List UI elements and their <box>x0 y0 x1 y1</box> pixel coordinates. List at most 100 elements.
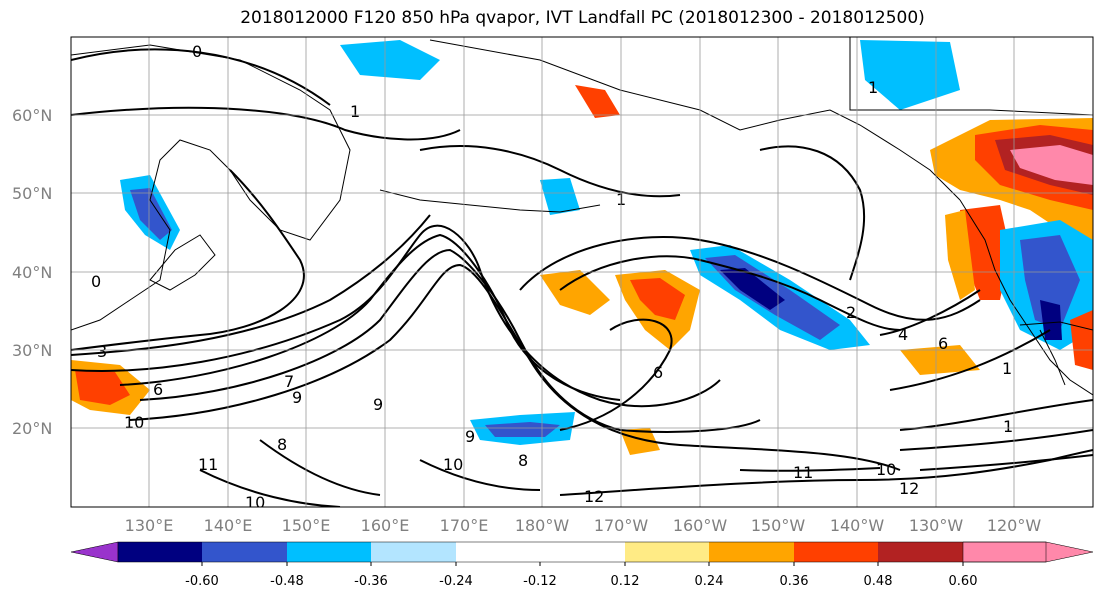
anomaly-sw-us-royal <box>1020 235 1080 330</box>
contour-label: 10 <box>876 460 896 479</box>
map-border <box>70 36 1094 508</box>
contour-label: 7 <box>284 372 294 391</box>
lon-label: 150°W <box>751 516 806 535</box>
colorbar-tick-label: -0.48 <box>270 574 304 589</box>
anomaly-cold-band-core <box>720 268 785 310</box>
colorbar-tick-label: 0.12 <box>611 574 640 589</box>
colorbar-swatch <box>70 541 119 563</box>
lon-label: 170°E <box>440 516 489 535</box>
colorbar-ticks: -0.60 -0.48 -0.36 -0.24 -0.12 0.12 0.24 … <box>185 562 977 589</box>
contour-label: 10 <box>124 413 144 432</box>
coastline-baja <box>1039 329 1066 386</box>
contour-label: 10 <box>245 493 265 512</box>
contour-1-arctic <box>71 106 461 141</box>
anomaly-central-warm-core <box>630 278 685 320</box>
contour-low-mid <box>419 459 541 491</box>
lat-label: 30°N <box>12 341 52 360</box>
lon-label: 160°E <box>361 516 410 535</box>
contour-1-gyre <box>71 169 305 351</box>
lon-label: 150°E <box>282 516 331 535</box>
contour-label: 6 <box>938 334 948 353</box>
anomaly-alaska-cold <box>540 178 580 215</box>
coastline-japan <box>149 234 216 291</box>
colorbar-swatch <box>794 542 878 562</box>
colorbar-swatch <box>456 542 625 562</box>
contour-west-lower-8 <box>259 439 381 496</box>
coastline-alaska <box>429 39 961 201</box>
lon-label: 140°W <box>830 516 885 535</box>
colorbar-tick-label: -0.36 <box>354 574 388 589</box>
lat-label: 40°N <box>12 263 52 282</box>
contour-label: 1 <box>350 102 360 121</box>
contour-11 <box>739 467 881 472</box>
contour-10 <box>129 263 901 471</box>
contour-label: 8 <box>277 435 287 454</box>
contour-9 <box>139 248 761 433</box>
colorbar-tick-label: 0.60 <box>949 574 978 589</box>
lon-label: 180°W <box>515 516 570 535</box>
anomaly-west-warm-core <box>75 370 130 405</box>
anomaly-japan-cold-core <box>130 188 172 240</box>
colorbar-tick-label: 0.48 <box>864 574 893 589</box>
anomaly-dateline-warm <box>540 270 610 315</box>
colorbar-swatch <box>371 542 456 562</box>
anomaly-arctic-cold-1 <box>340 40 440 80</box>
colorbar-swatch <box>118 542 202 562</box>
longitude-labels: 130°E 140°E 150°E 160°E 170°E 180°W 170°… <box>125 516 1042 535</box>
contour-label: 6 <box>653 363 663 382</box>
gridlines <box>71 37 1093 507</box>
colorbar-swatch <box>625 542 709 562</box>
lon-label: 120°W <box>987 516 1042 535</box>
anomaly-arctic-cold-2 <box>860 40 960 110</box>
map-title: 2018012000 F120 850 hPa qvapor, IVT Land… <box>240 8 925 28</box>
border-mexico <box>1019 321 1093 331</box>
contour-label: 12 <box>584 487 604 506</box>
coastline-na-west <box>959 199 1093 396</box>
contour-label: 8 <box>518 451 528 470</box>
contour-label: 10 <box>443 455 463 474</box>
coastline-aleutians <box>379 189 601 213</box>
contour-label: 1 <box>1002 359 1012 378</box>
lat-label: 60°N <box>12 106 52 125</box>
lon-label: 130°W <box>909 516 964 535</box>
colorbar-swatch <box>878 542 963 562</box>
contour-east-upper <box>889 329 1051 391</box>
map-panel: 0 1 3 6 7 9 10 11 8 9 10 6 9 8 10 1 1 2 … <box>71 37 1093 512</box>
contour-east-jet-1 <box>899 429 1093 451</box>
colorbar-tick-label: 0.36 <box>780 574 809 589</box>
anomaly-coast-outer <box>945 210 975 300</box>
lon-label: 170°W <box>594 516 649 535</box>
contour-label: 6 <box>153 380 163 399</box>
colorbar-tick-label: -0.24 <box>439 574 473 589</box>
colorbar-tick-label: 0.24 <box>695 574 724 589</box>
contour-label: 12 <box>899 479 919 498</box>
contour-label: 11 <box>198 455 218 474</box>
lat-label: 50°N <box>12 184 52 203</box>
contour-label: 9 <box>292 388 302 407</box>
lon-label: 140°E <box>204 516 253 535</box>
ivt-contours <box>71 48 1093 507</box>
contour-2 <box>759 145 866 281</box>
contour-label: 9 <box>465 427 475 446</box>
contour-3 <box>71 214 431 356</box>
contour-label: 2 <box>846 303 856 322</box>
border-canada-us <box>849 37 1093 116</box>
anomaly-shading <box>71 40 1093 455</box>
colorbar-swatch <box>202 542 287 562</box>
colorbar-swatch <box>962 541 1094 563</box>
colorbar-outline <box>117 541 1047 563</box>
anomaly-sw-us-navy <box>1040 300 1062 340</box>
contour-label: 3 <box>97 342 107 361</box>
anomaly-hawaii-warm <box>620 428 660 455</box>
anomaly-mexico-warm <box>1070 310 1093 370</box>
contour-labels: 0 1 3 6 7 9 10 11 8 9 10 6 9 8 10 1 1 2 … <box>91 42 1013 512</box>
contour-label: 9 <box>373 395 383 414</box>
latitude-labels: 60°N 50°N 40°N 30°N 20°N <box>12 106 52 438</box>
anomaly-subtropical-cold-core <box>485 422 560 437</box>
contour-west-lower-10 <box>199 469 341 507</box>
colorbar: -0.60 -0.48 -0.36 -0.24 -0.12 0.12 0.24 … <box>70 541 1094 589</box>
anomaly-mid-warm <box>900 345 980 375</box>
lon-label: 130°E <box>125 516 174 535</box>
contour-label: 11 <box>793 463 813 482</box>
